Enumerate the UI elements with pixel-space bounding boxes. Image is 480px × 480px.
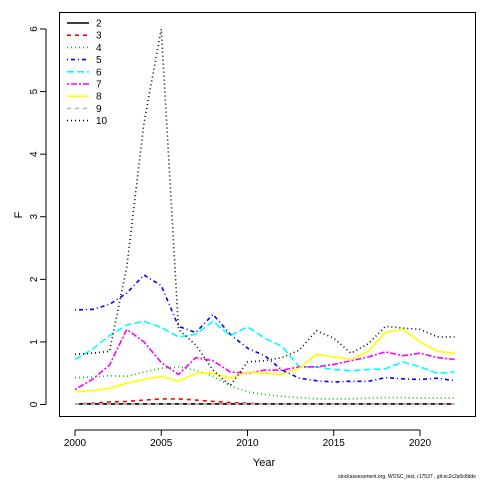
y-tick-label: 3 xyxy=(29,214,40,220)
x-tick-label: 2005 xyxy=(150,438,173,449)
legend-label-10: 10 xyxy=(96,116,108,127)
legend-label-4: 4 xyxy=(96,43,102,54)
series-layer xyxy=(74,28,455,405)
series-line-10 xyxy=(74,28,455,387)
footer-credit: stockassessment.org, WOSC_test, r17537 ,… xyxy=(338,474,476,480)
y-tick-label: 5 xyxy=(29,88,40,94)
y-tick-label: 1 xyxy=(29,339,40,345)
y-axis-label: F xyxy=(13,211,25,218)
legend-label-7: 7 xyxy=(96,80,102,91)
legend-label-5: 5 xyxy=(96,55,102,66)
y-axis: 0 1 2 3 4 5 6 xyxy=(29,26,47,407)
legend-label-3: 3 xyxy=(96,31,102,42)
series-line-7 xyxy=(74,328,455,391)
legend-label-6: 6 xyxy=(96,67,102,78)
legend-label-2: 2 xyxy=(96,19,102,30)
series-line-8 xyxy=(74,328,455,393)
x-axis-label: Year xyxy=(253,457,276,469)
x-tick-label: 2015 xyxy=(323,438,346,449)
series-line-5 xyxy=(74,273,455,383)
series-line-6 xyxy=(74,320,455,375)
x-axis: 2000 2005 2010 2015 2020 xyxy=(64,429,432,449)
plot-frame xyxy=(59,12,476,417)
x-tick-label: 2000 xyxy=(64,438,87,449)
y-tick-label: 2 xyxy=(29,276,40,282)
y-tick-label: 4 xyxy=(29,151,40,157)
x-tick-label: 2010 xyxy=(236,438,259,449)
legend-label-9: 9 xyxy=(96,104,102,115)
x-tick-label: 2020 xyxy=(409,438,432,449)
legend-label-8: 8 xyxy=(96,92,102,103)
y-tick-label: 0 xyxy=(29,401,40,407)
y-tick-label: 6 xyxy=(29,26,40,32)
